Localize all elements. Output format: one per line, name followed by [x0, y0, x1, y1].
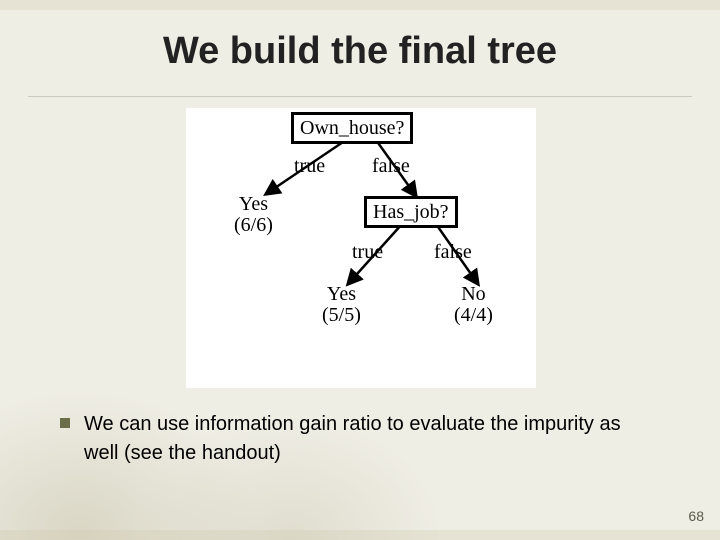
bullet-text: We can use information gain ratio to eva… [84, 410, 660, 468]
node-has-job: Has_job? [364, 196, 458, 228]
leaf-yes-5-5: Yes (5/5) [322, 284, 361, 326]
page-title: We build the final tree [0, 30, 720, 73]
title-underline [28, 96, 692, 97]
edge-label-sub-false: false [434, 242, 472, 263]
leaf-count: (4/4) [454, 304, 493, 326]
leaf-label: Yes [327, 283, 356, 305]
edge-label-root-true: true [294, 156, 325, 177]
leaf-count: (5/5) [322, 304, 361, 326]
page-number: 68 [688, 508, 704, 524]
slide: We build the final tree Own_house? true … [0, 0, 720, 540]
edge-label-sub-true: true [352, 242, 383, 263]
square-bullet-icon [60, 418, 70, 428]
leaf-label: No [461, 283, 485, 305]
leaf-count: (6/6) [234, 214, 273, 236]
node-own-house: Own_house? [291, 112, 413, 144]
edge-label-root-false: false [372, 156, 410, 177]
bullet-row: We can use information gain ratio to eva… [60, 410, 660, 468]
leaf-no-4-4: No (4/4) [454, 284, 493, 326]
leaf-yes-6-6: Yes (6/6) [234, 194, 273, 236]
decision-tree-panel: Own_house? true false Yes (6/6) Has_job?… [186, 108, 536, 388]
leaf-label: Yes [239, 193, 268, 215]
